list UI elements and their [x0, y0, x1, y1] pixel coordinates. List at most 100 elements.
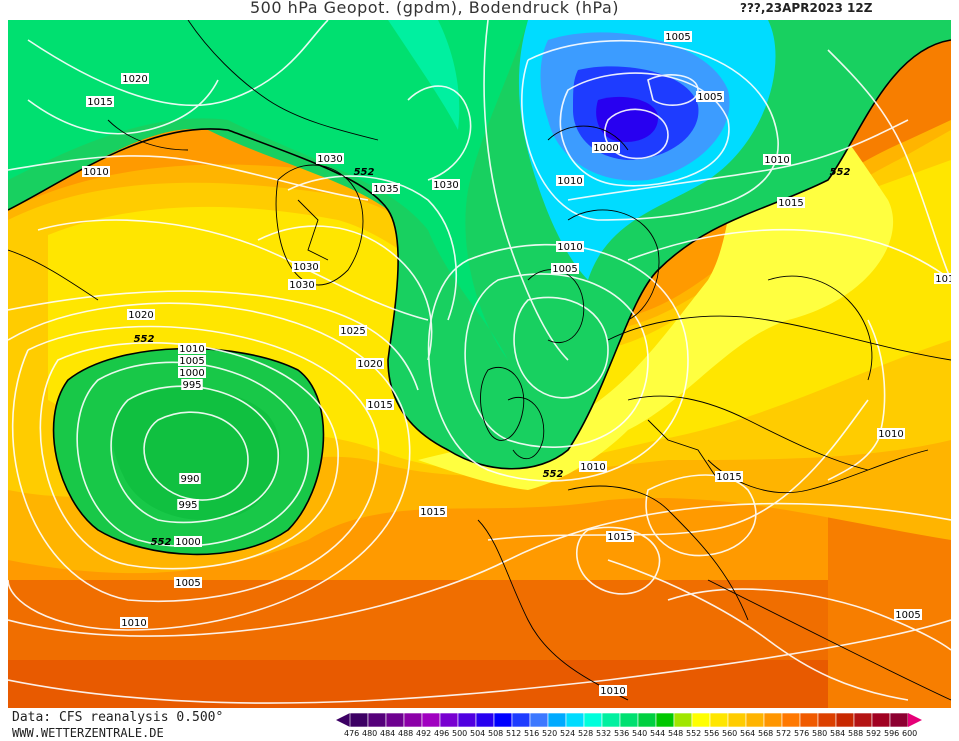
isobar-label-bg — [715, 471, 743, 482]
legend-swatch — [601, 712, 621, 728]
chart-title: 500 hPa Geopot. (gpdm), Bodendruck (hPa) — [250, 0, 620, 17]
isobar-label: 1025 — [340, 326, 365, 337]
color-legend — [336, 712, 922, 728]
isobar-label: 1015 — [367, 400, 392, 411]
isobar-label-bg — [174, 536, 202, 547]
isobar-label: 1000 — [175, 537, 200, 548]
website: WWW.WETTERZENTRALE.DE — [12, 726, 164, 740]
geopotential-label: 552 — [543, 469, 564, 480]
legend-swatch — [853, 712, 873, 728]
legend-arrow-right — [908, 713, 922, 727]
isobar-label-bg — [120, 617, 148, 628]
isobar-label: 1015 — [420, 507, 445, 518]
isobar-label: 1030 — [433, 180, 458, 191]
legend-label: 524 — [560, 729, 576, 738]
legend-label: 496 — [434, 729, 450, 738]
legend-label: 536 — [614, 729, 630, 738]
isobar-label-bg — [288, 279, 316, 290]
isobar-label: 1020 — [128, 310, 153, 321]
legend-label: 516 — [524, 729, 540, 738]
isobar-label-bg — [894, 609, 922, 620]
legend-swatch — [529, 712, 549, 728]
legend-label: 504 — [470, 729, 486, 738]
legend-label: 476 — [344, 729, 360, 738]
map-labels: 1020 1015 1010 1030 1035 1030 1030 1030 1020 1025… — [82, 31, 951, 697]
isobar-label-bg — [178, 343, 206, 354]
legend-label: 492 — [416, 729, 432, 738]
isobar-label: 1030 — [289, 280, 314, 291]
legend-swatch — [691, 712, 711, 728]
legend-label: 592 — [866, 729, 882, 738]
legend-label: 508 — [488, 729, 504, 738]
data-source: Data: CFS reanalysis 0.500° — [12, 710, 224, 725]
legend-swatch — [583, 712, 603, 728]
legend-arrow-left — [336, 713, 350, 727]
isobar-label-bg — [777, 197, 805, 208]
isobar-label-bg — [178, 355, 206, 366]
isobar-label-bg — [372, 183, 400, 194]
isobar-label: 1010 — [935, 274, 951, 285]
legend-label: 588 — [848, 729, 864, 738]
isobar-label-bg — [174, 577, 202, 588]
isobar-label-bg — [696, 91, 724, 102]
isobar-label-bg — [551, 263, 579, 274]
legend-swatch — [619, 712, 639, 728]
weather-map: 1020 1015 1010 1030 1035 1030 1030 1030 1020 1025… — [8, 20, 951, 708]
isobar-label-bg — [339, 325, 367, 336]
legend-label: 500 — [452, 729, 468, 738]
legend-label: 484 — [380, 729, 396, 738]
isobar-label-bg — [121, 73, 149, 84]
legend-swatch — [871, 712, 891, 728]
isobar-label-bg — [599, 685, 627, 696]
isobar-label-bg — [179, 473, 201, 484]
isobar-label: 1030 — [317, 154, 342, 165]
legend-label: 580 — [812, 729, 828, 738]
isobar-label: 1000 — [179, 368, 204, 379]
legend-swatch — [763, 712, 783, 728]
legend-swatch — [565, 712, 585, 728]
isobar-label: 1010 — [121, 618, 146, 629]
contour-552-north — [8, 39, 951, 470]
geopotential-label: 552 — [134, 334, 155, 345]
isobar-label: 1015 — [87, 97, 112, 108]
isobar-label: 1005 — [697, 92, 722, 103]
chart-title-bar: 500 hPa Geopot. (gpdm), Bodendruck (hPa)… — [0, 0, 959, 20]
legend-swatch — [511, 712, 531, 728]
isobar-label-bg — [763, 154, 791, 165]
legend-label: 584 — [830, 729, 846, 738]
legend-swatch — [403, 712, 423, 728]
legend-label: 520 — [542, 729, 558, 738]
isobar-label-bg — [606, 531, 634, 542]
legend-swatch — [835, 712, 855, 728]
legend-swatch — [457, 712, 477, 728]
isobar-label: 1005 — [175, 578, 200, 589]
isobar-label-bg — [82, 166, 110, 177]
chart-date: ???,23APR2023 12Z — [740, 1, 873, 15]
isobar-label-bg — [356, 358, 384, 369]
legend-label: 532 — [596, 729, 612, 738]
isobar-label: 1010 — [580, 462, 605, 473]
legend-label: 488 — [398, 729, 414, 738]
legend-swatch — [655, 712, 675, 728]
legend-swatch — [439, 712, 459, 728]
isobar-label-bg — [877, 428, 905, 439]
isobar-label: 1010 — [557, 176, 582, 187]
isobar-label: 1005 — [552, 264, 577, 275]
legend-label: 512 — [506, 729, 522, 738]
isobar-label: 1020 — [357, 359, 382, 370]
geopotential-label: 552 — [151, 537, 172, 548]
legend-labels: 476 480 484 488 492 496 500 504 508 512 516 520 524 5… — [336, 729, 956, 741]
legend-swatch — [889, 712, 909, 728]
legend-swatch — [421, 712, 441, 728]
legend-label: 600 — [902, 729, 918, 738]
legend-label: 528 — [578, 729, 594, 738]
field-trough-deepblue — [596, 96, 658, 142]
legend-label: 560 — [722, 729, 738, 738]
isobar-label-bg — [556, 175, 584, 186]
isobar-label-bg — [86, 96, 114, 107]
field-north-teal — [388, 20, 460, 130]
footer: Data: CFS reanalysis 0.500° WWW.WETTERZE… — [0, 708, 959, 741]
isobar-label: 1010 — [557, 242, 582, 253]
isobar-label-bg — [127, 309, 155, 320]
legend-label: 544 — [650, 729, 666, 738]
